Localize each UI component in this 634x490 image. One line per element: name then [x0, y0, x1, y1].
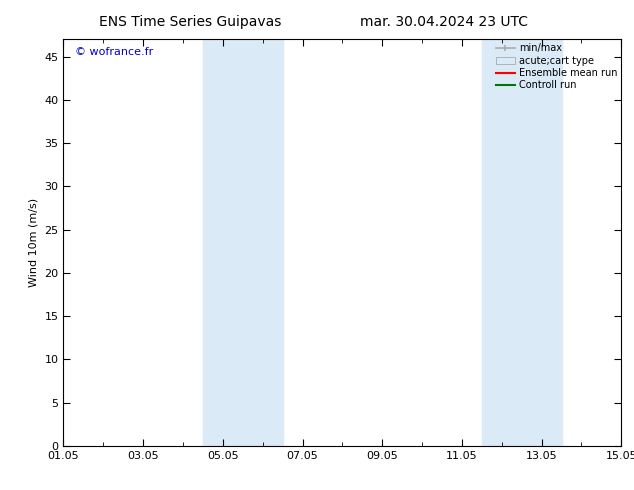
Bar: [482, 39, 562, 446]
Text: © wofrance.fr: © wofrance.fr: [75, 48, 153, 57]
Text: ENS Time Series Guipavas: ENS Time Series Guipavas: [99, 15, 281, 29]
Bar: [203, 39, 283, 446]
Text: mar. 30.04.2024 23 UTC: mar. 30.04.2024 23 UTC: [360, 15, 527, 29]
Y-axis label: Wind 10m (m/s): Wind 10m (m/s): [29, 198, 39, 287]
Legend: min/max, acute;cart type, Ensemble mean run, Controll run: min/max, acute;cart type, Ensemble mean …: [494, 41, 619, 92]
